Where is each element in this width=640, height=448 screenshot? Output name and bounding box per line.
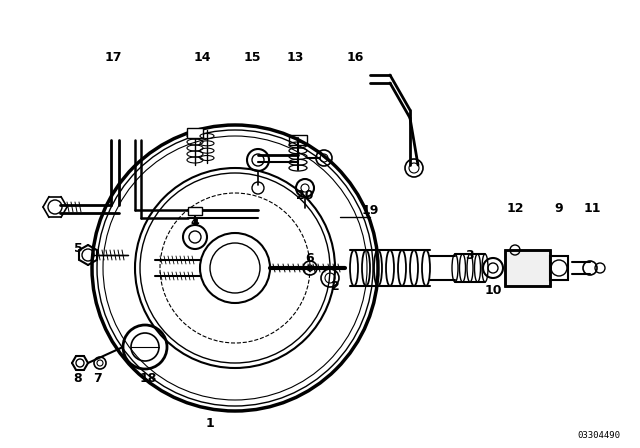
Bar xyxy=(187,128,203,138)
Bar xyxy=(550,256,568,280)
Text: 15: 15 xyxy=(243,51,260,64)
Text: 5: 5 xyxy=(74,241,83,254)
Text: 1: 1 xyxy=(205,417,214,430)
Text: 14: 14 xyxy=(193,51,211,64)
Text: 20: 20 xyxy=(296,189,314,202)
Text: 03304490: 03304490 xyxy=(577,431,620,439)
Text: 3: 3 xyxy=(466,249,474,262)
Text: 8: 8 xyxy=(74,371,83,384)
Bar xyxy=(505,250,550,286)
Bar xyxy=(505,250,550,286)
Text: 6: 6 xyxy=(306,251,314,264)
Text: 18: 18 xyxy=(140,371,157,384)
Text: 10: 10 xyxy=(484,284,502,297)
Bar xyxy=(188,207,202,215)
Text: 13: 13 xyxy=(286,51,304,64)
Text: 7: 7 xyxy=(93,371,101,384)
Text: 17: 17 xyxy=(104,51,122,64)
Text: 2: 2 xyxy=(331,280,339,293)
Text: 12: 12 xyxy=(506,202,524,215)
Text: 11: 11 xyxy=(583,202,601,215)
Text: 4: 4 xyxy=(191,215,200,228)
Bar xyxy=(289,135,307,145)
Text: 19: 19 xyxy=(362,203,379,216)
Text: 16: 16 xyxy=(346,51,364,64)
Text: 9: 9 xyxy=(555,202,563,215)
